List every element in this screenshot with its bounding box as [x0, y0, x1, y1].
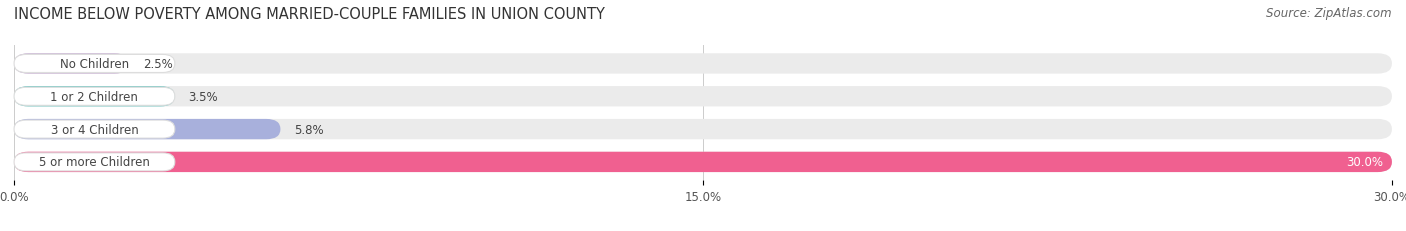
- Text: Source: ZipAtlas.com: Source: ZipAtlas.com: [1267, 7, 1392, 20]
- Text: 5 or more Children: 5 or more Children: [39, 156, 150, 169]
- FancyBboxPatch shape: [14, 55, 174, 73]
- FancyBboxPatch shape: [14, 119, 280, 140]
- FancyBboxPatch shape: [14, 152, 1392, 172]
- Text: 1 or 2 Children: 1 or 2 Children: [51, 90, 138, 103]
- FancyBboxPatch shape: [14, 54, 129, 74]
- Text: 3.5%: 3.5%: [188, 90, 218, 103]
- Text: INCOME BELOW POVERTY AMONG MARRIED-COUPLE FAMILIES IN UNION COUNTY: INCOME BELOW POVERTY AMONG MARRIED-COUPL…: [14, 7, 605, 22]
- FancyBboxPatch shape: [14, 88, 174, 106]
- FancyBboxPatch shape: [14, 153, 174, 171]
- Text: No Children: No Children: [60, 58, 129, 71]
- FancyBboxPatch shape: [14, 121, 174, 139]
- Text: 30.0%: 30.0%: [1346, 156, 1382, 169]
- Text: 2.5%: 2.5%: [142, 58, 173, 71]
- FancyBboxPatch shape: [14, 87, 174, 107]
- Text: 3 or 4 Children: 3 or 4 Children: [51, 123, 138, 136]
- FancyBboxPatch shape: [14, 119, 1392, 140]
- Text: 5.8%: 5.8%: [294, 123, 323, 136]
- FancyBboxPatch shape: [14, 87, 1392, 107]
- FancyBboxPatch shape: [14, 152, 1392, 172]
- FancyBboxPatch shape: [14, 54, 1392, 74]
